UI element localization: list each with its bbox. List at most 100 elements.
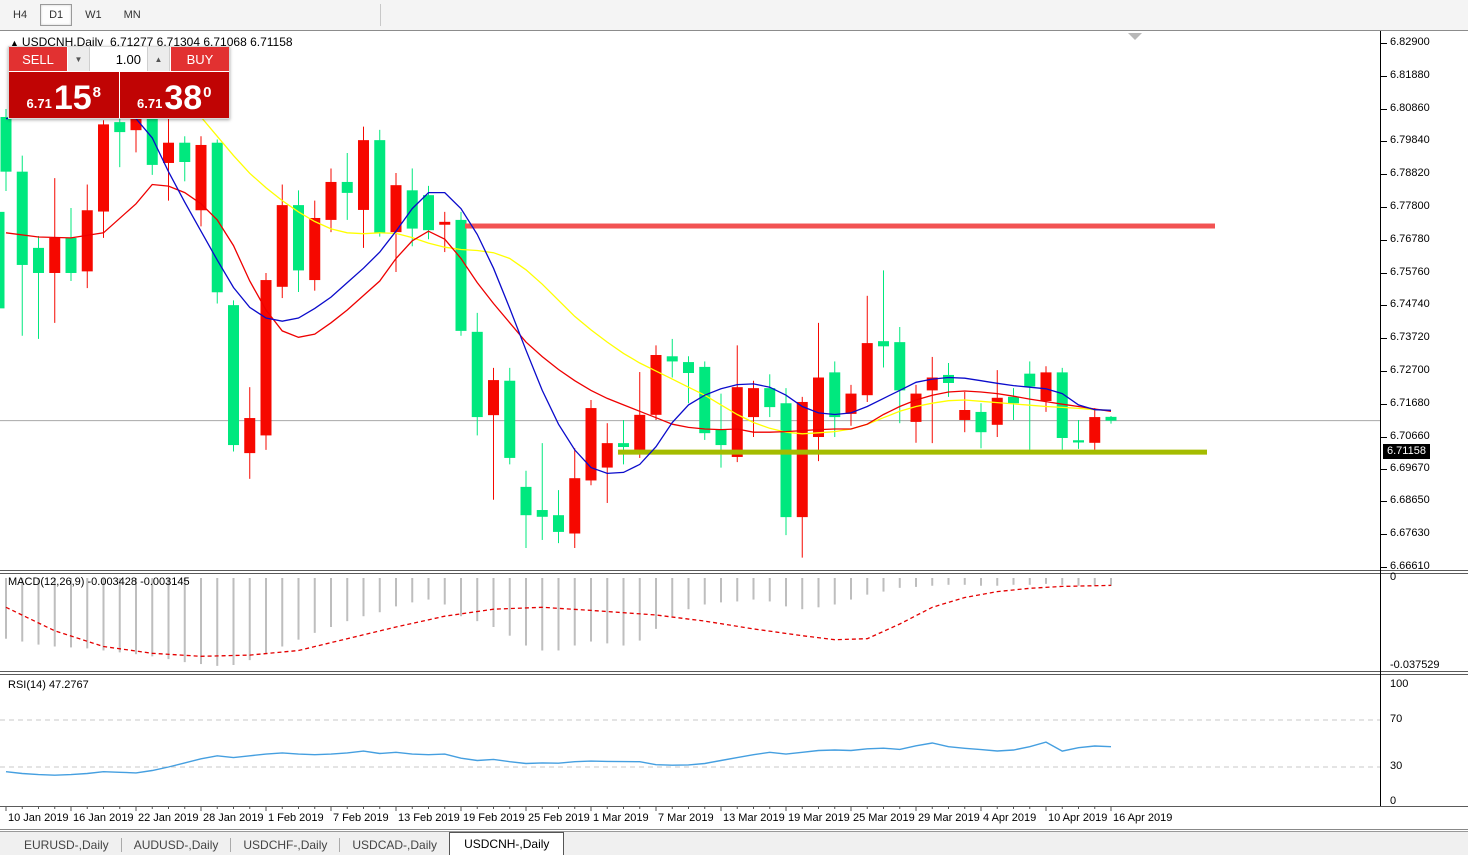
date-axis-label: 1 Mar 2019 [593,812,649,824]
main-price-chart[interactable] [0,31,1380,569]
price-tick [1381,272,1387,274]
date-axis-label: 16 Apr 2019 [1113,812,1173,824]
panel-separator[interactable] [0,671,1468,672]
price-axis-label: 6.78820 [1390,167,1430,180]
price-tick [1381,75,1387,77]
macd-axis-label: 0 [1390,571,1397,583]
collapse-triangle-icon[interactable]: ▲ [10,38,19,48]
price-tick [1381,468,1387,470]
date-axis-label: 10 Jan 2019 [8,812,69,824]
price-axis-label: 6.67630 [1390,527,1430,540]
sell-price-big: 15 [53,79,92,117]
price-tick [1381,436,1387,438]
macd-label: MACD(12,26,9) -0.003428 -0.003145 [8,576,190,588]
date-axis-label: 10 Apr 2019 [1048,812,1108,824]
date-axis-label: 7 Mar 2019 [658,812,714,824]
macd-axis-label: -0.037529 [1390,659,1440,671]
buy-price-big: 38 [164,79,203,117]
date-axis-label: 28 Jan 2019 [203,812,264,824]
price-axis-label: 6.68650 [1390,494,1430,507]
date-axis-label: 29 Mar 2019 [918,812,980,824]
timeframe-toolbar: H4 D1 W1 MN [0,0,1468,31]
price-axis[interactable]: 6.82900 6.81880 6.80860 6.79840 6.78820 6.778… [1381,31,1468,808]
price-axis-label: 6.69670 [1390,461,1430,474]
date-axis-label: 25 Mar 2019 [853,812,915,824]
price-tick [1381,371,1387,373]
rsi-label: RSI(14) 47.2767 [8,679,89,691]
timeframe-tab-d1[interactable]: D1 [40,4,73,26]
date-axis-label: 22 Jan 2019 [138,812,199,824]
toolbar-divider [379,4,381,26]
macd-signal-value: -0.003145 [140,576,190,588]
symbol-tab-usdchf[interactable]: USDCHF-,Daily [243,838,328,852]
rsi-name: RSI(14) [8,679,46,691]
price-axis-label: 6.77800 [1390,200,1430,213]
price-tick [1381,207,1387,209]
price-axis-label: 6.73720 [1390,331,1430,344]
price-tick [1381,239,1387,241]
price-axis-label: 6.70660 [1390,429,1430,442]
date-axis[interactable]: 10 Jan 2019 16 Jan 2019 22 Jan 2019 28 Jan … [0,806,1380,829]
date-axis-label: 13 Mar 2019 [723,812,785,824]
chart-ohlc-readout: 6.71277 6.71304 6.71068 6.71158 [109,35,293,49]
price-tick [1381,43,1387,44]
symbol-tab-usdcnh[interactable]: USDCNH-,Daily [449,832,565,855]
scroll-to-end-marker [1128,33,1142,40]
price-tick [1381,338,1387,340]
rsi-axis-label: 0 [1390,795,1397,808]
volume-input[interactable]: 1.00 [90,47,148,71]
chart-title: ▲ USDCNH,Daily 6.71277 6.71304 6.71068 6.… [10,35,293,49]
timeframe-tab-h4[interactable]: H4 [13,9,28,21]
price-axis-label: 6.76780 [1390,232,1430,245]
buy-button[interactable]: BUY [170,47,229,71]
volume-decrease-button[interactable]: ▼ [68,47,90,71]
volume-increase-button[interactable]: ▲ [148,47,170,71]
price-tick [1381,534,1387,536]
rsi-value: 47.2767 [48,679,89,691]
timeframe-tab-mn[interactable]: MN [123,9,141,21]
symbol-tab-bar: EURUSD-,Daily AUDUSD-,Daily USDCHF-,Dail… [0,831,1468,855]
chevron-up-icon: ▲ [154,54,163,64]
macd-main-value: -0.003428 [87,576,138,588]
panel-separator [0,806,1468,807]
macd-indicator-panel[interactable] [0,574,1380,670]
chart-symbol-label: USDCNH,Daily [21,35,104,49]
price-tick [1381,108,1387,110]
tab-separator [230,838,232,852]
price-axis-label: 6.74740 [1390,298,1430,311]
rsi-axis-label: 70 [1390,713,1403,725]
buy-price-sup: 0 [203,84,212,101]
symbol-tab-usdcad[interactable]: USDCAD-,Daily [352,838,438,852]
rsi-axis-label: 100 [1390,677,1409,690]
date-axis-label: 13 Feb 2019 [398,812,460,824]
price-axis-label: 6.80860 [1390,101,1430,114]
date-axis-label: 4 Apr 2019 [983,812,1037,824]
panel-separator[interactable] [0,570,1468,571]
one-click-trade-panel: SELL ▼ 1.00 ▲ BUY 6.71 15 8 6.71 38 0 [8,46,230,119]
resistance-line [465,223,1215,229]
price-axis-label: 6.75760 [1390,265,1430,278]
price-tick [1381,141,1387,143]
date-axis-label: 7 Feb 2019 [333,812,389,824]
price-tick [1381,403,1387,405]
price-tick [1381,305,1387,307]
price-axis-label: 6.79840 [1390,134,1430,147]
symbol-tab-audusd[interactable]: AUDUSD-,Daily [133,838,219,852]
timeframe-tab-w1[interactable]: W1 [85,9,102,21]
buy-price-tile[interactable]: 6.71 38 0 [119,72,229,118]
symbol-tab-eurusd[interactable]: EURUSD-,Daily [24,838,109,852]
tab-separator [339,838,341,852]
date-axis-label: 25 Feb 2019 [528,812,590,824]
price-axis-label: 6.81880 [1390,68,1430,81]
sell-button[interactable]: SELL [9,47,68,71]
price-axis-label: 6.72700 [1390,364,1430,377]
sell-price-tile[interactable]: 6.71 15 8 [9,72,120,118]
chevron-down-icon: ▼ [74,54,83,64]
price-tick [1381,566,1387,568]
support-line [618,449,1207,455]
date-axis-label: 19 Mar 2019 [788,812,850,824]
rsi-axis-label: 30 [1390,760,1403,772]
current-price-tag: 6.71158 [1383,443,1430,459]
rsi-indicator-panel[interactable] [0,675,1380,806]
